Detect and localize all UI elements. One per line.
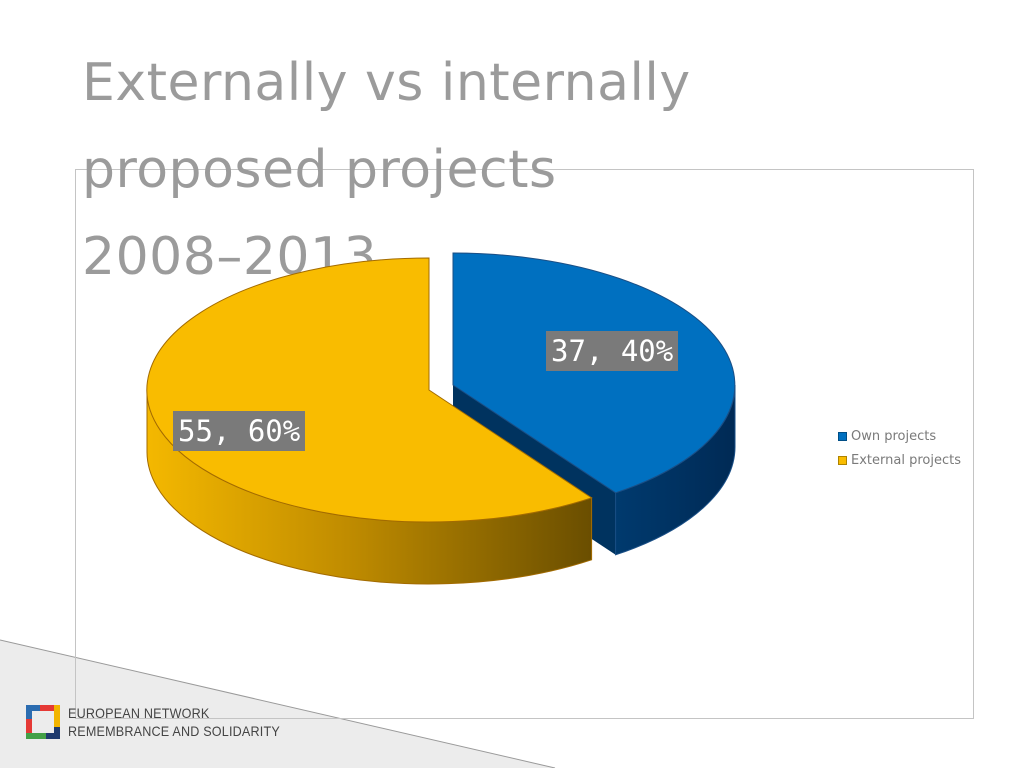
title-line-1: Externally vs internally bbox=[82, 53, 691, 113]
enrs-logo-icon bbox=[26, 705, 60, 739]
legend-swatch-external bbox=[838, 455, 847, 465]
legend-item-own-projects: Own projects bbox=[838, 424, 961, 448]
legend-item-external-projects: External projects bbox=[838, 448, 961, 472]
pie-slice-external-projects bbox=[146, 257, 593, 523]
organization-logo: EUROPEAN NETWORK REMEMBRANCE AND SOLIDAR… bbox=[26, 704, 303, 740]
legend-label-external: External projects bbox=[851, 452, 961, 468]
legend-swatch-own bbox=[838, 431, 847, 441]
chart-legend: Own projects External projects bbox=[838, 424, 961, 472]
legend-label-own: Own projects bbox=[851, 428, 937, 444]
chart-frame bbox=[75, 169, 974, 719]
title-line-2: proposed projects bbox=[82, 140, 557, 200]
data-label-own-projects: 37, 40% bbox=[546, 331, 679, 371]
data-label-external-projects: 55, 60% bbox=[173, 411, 306, 451]
pie-slice-own-projects bbox=[452, 252, 736, 494]
logo-line-1: EUROPEAN NETWORK bbox=[68, 705, 210, 721]
logo-line-2: REMEMBRANCE AND SOLIDARITY bbox=[68, 723, 280, 739]
